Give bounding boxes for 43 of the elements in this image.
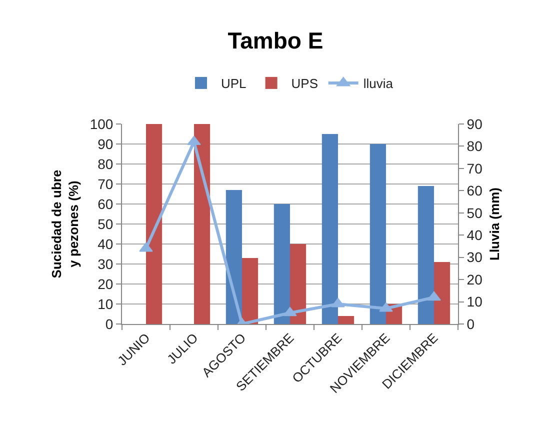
y2-tick-label: 50 xyxy=(466,204,483,221)
y2-tick-label: 80 xyxy=(466,138,483,154)
y-tick-label: 0 xyxy=(105,316,114,332)
point xyxy=(427,291,441,301)
bar xyxy=(194,124,210,324)
y-tick-label: 30 xyxy=(98,256,114,272)
bar xyxy=(274,204,290,324)
y-tick-label: 50 xyxy=(98,216,114,232)
bar xyxy=(434,262,450,324)
y-tick-label: 100 xyxy=(90,116,114,132)
legend-label: UPS xyxy=(291,76,318,92)
point xyxy=(379,302,393,312)
bar xyxy=(418,186,434,324)
legend-label: lluvia xyxy=(363,76,394,92)
y2-axis-title: Lluvia (mm) xyxy=(487,188,502,260)
bar xyxy=(242,258,258,324)
y2-tick-label: 60 xyxy=(466,182,483,199)
chart-title: Tambo E xyxy=(228,28,324,54)
y-tick-label: 40 xyxy=(98,236,114,252)
y-tick-label: 20 xyxy=(98,276,114,292)
y-tick-label: 10 xyxy=(98,296,114,312)
y2-tick-label: 70 xyxy=(466,160,483,176)
point xyxy=(283,306,297,316)
y2-tick-label: 90 xyxy=(466,116,483,132)
y-tick-label: 90 xyxy=(98,136,114,152)
point xyxy=(187,136,201,146)
y2-tick-label: 10 xyxy=(466,294,483,310)
bar xyxy=(370,144,386,324)
y-tick-label: 60 xyxy=(98,196,114,212)
point xyxy=(139,242,153,252)
bar xyxy=(338,316,354,324)
y-axis-title: Suciedad de ubre y pezones (%) xyxy=(48,170,81,278)
bar xyxy=(290,244,306,324)
bar xyxy=(146,124,162,324)
y2-tick-label: 20 xyxy=(466,271,483,288)
bar xyxy=(322,134,338,324)
y-tick-label: 70 xyxy=(98,176,114,192)
y-tick-label: 80 xyxy=(98,156,114,172)
legend-label: UPL xyxy=(221,76,246,92)
y2-tick-label: 40 xyxy=(466,227,483,244)
y2-tick-label: 0 xyxy=(466,316,475,332)
bar xyxy=(226,190,242,324)
y2-tick-label: 30 xyxy=(466,249,483,266)
